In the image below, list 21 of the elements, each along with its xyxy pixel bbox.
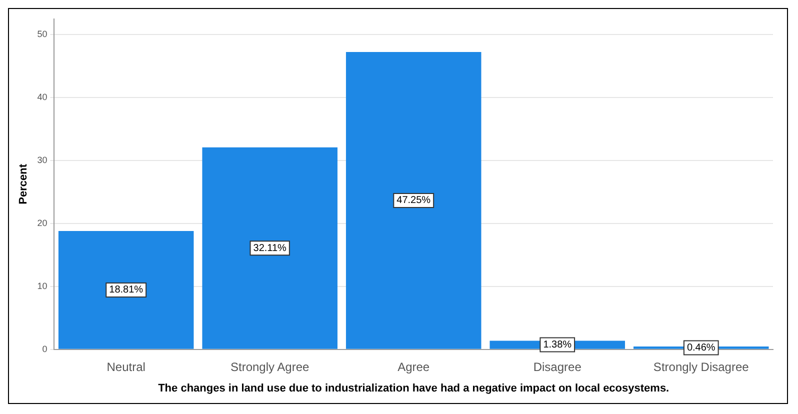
- y-tick-label: 10: [37, 280, 48, 291]
- y-tick-label: 30: [37, 155, 48, 166]
- x-tick-label: Disagree: [533, 360, 582, 374]
- x-tick-label: Strongly Disagree: [653, 360, 750, 374]
- y-tick-label: 50: [37, 29, 48, 40]
- data-label: 0.46%: [686, 342, 716, 354]
- x-axis-title: The changes in land use due to industrialization have had a negative impact on local ecosystems.: [158, 382, 670, 394]
- data-label: 32.11%: [253, 242, 287, 254]
- x-tick-label: Neutral: [106, 360, 146, 374]
- y-tick-label: 20: [37, 218, 48, 228]
- bar: [346, 52, 482, 349]
- y-tick-label: 40: [37, 92, 48, 102]
- y-axis-title: Percent: [18, 164, 30, 204]
- bar: [58, 231, 194, 349]
- y-tick-label: 0: [42, 344, 48, 354]
- data-label: 1.38%: [543, 340, 572, 351]
- data-label: 47.25%: [396, 195, 431, 206]
- data-label: 18.81%: [109, 284, 144, 296]
- x-tick-label: Strongly Agree: [230, 360, 310, 374]
- bar: [202, 147, 338, 349]
- x-tick-label: Agree: [398, 360, 430, 374]
